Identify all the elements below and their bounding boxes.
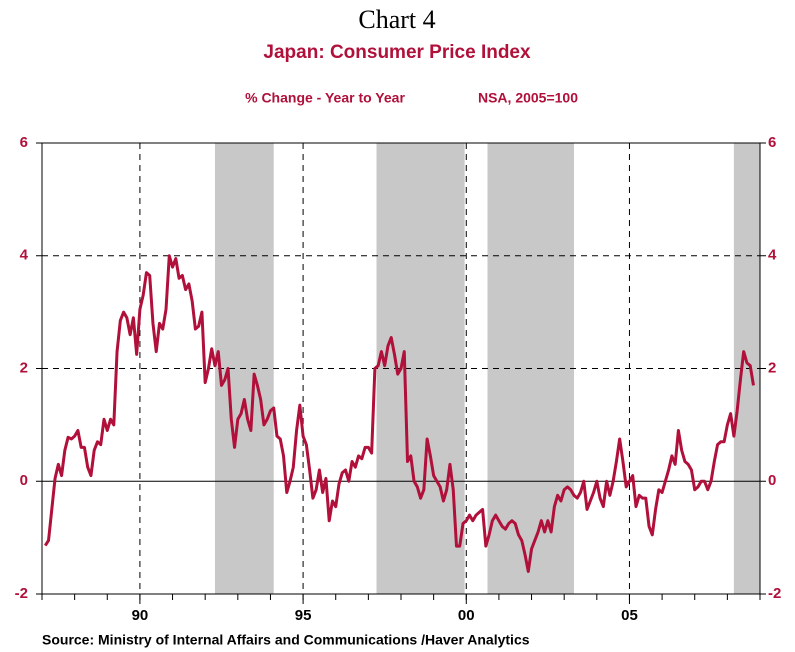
- y2-tick-label: 6: [768, 134, 776, 151]
- y-tick-label: -2: [15, 585, 28, 602]
- x-tick-label: 05: [621, 607, 638, 624]
- x-tick-label: 90: [132, 607, 149, 624]
- y2-tick-label: 4: [768, 247, 777, 264]
- y-tick-label: 4: [20, 247, 29, 264]
- y-tick-label: 6: [20, 134, 28, 151]
- y2-tick-label: -2: [768, 585, 781, 602]
- note: NSA, 2005=100: [478, 90, 578, 106]
- y-axis-label: % Change - Year to Year: [245, 90, 405, 106]
- y-tick-label: 0: [20, 472, 28, 489]
- cpi-line: [43, 254, 755, 573]
- source: Source: Ministry of Internal Affairs and…: [42, 632, 530, 648]
- x-tick-label: 00: [458, 607, 475, 624]
- y2-tick-label: 2: [768, 359, 776, 376]
- y-tick-label: 2: [20, 359, 28, 376]
- plot-frame: [41, 142, 761, 595]
- chart-subtitle: Japan: Consumer Price Index: [263, 42, 531, 63]
- y2-tick-label: 0: [768, 472, 776, 489]
- chart-title: Chart 4: [358, 5, 435, 34]
- x-tick-label: 95: [295, 607, 312, 624]
